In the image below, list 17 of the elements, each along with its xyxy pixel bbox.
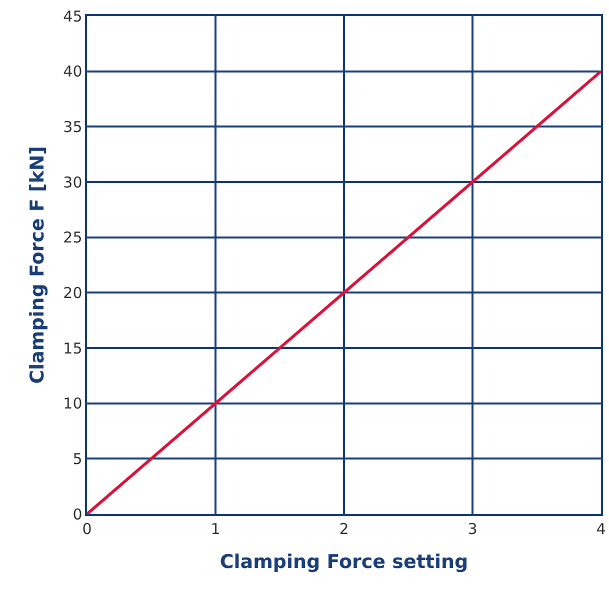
x-tick-label: 1 <box>210 520 220 538</box>
y-tick-label: 10 <box>63 394 82 413</box>
x-tick-label: 4 <box>596 520 606 538</box>
y-tick-label: 45 <box>63 7 82 26</box>
y-tick-label: 40 <box>63 62 82 81</box>
x-axis-title: Clamping Force setting <box>220 551 468 574</box>
y-axis-title: Clamping Force F [kN] <box>26 146 49 384</box>
line-series <box>87 70 601 514</box>
y-tick-label: 20 <box>63 284 82 302</box>
y-tick-label: 0 <box>72 505 82 524</box>
y-tick-label: 15 <box>63 339 82 358</box>
x-tick-label: 2 <box>339 520 349 538</box>
y-tick-label: 30 <box>63 173 82 192</box>
y-tick-label: 25 <box>63 228 82 247</box>
y-tick-label: 35 <box>63 118 82 136</box>
x-tick-label: 3 <box>468 520 478 538</box>
y-tick-label: 5 <box>72 450 82 468</box>
